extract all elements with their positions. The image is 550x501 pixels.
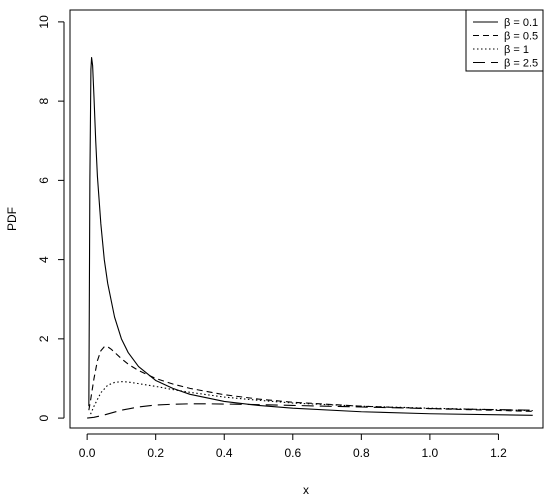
y-axis: 0 2 4 6 8 10	[37, 15, 65, 421]
x-tick-label: 0.0	[79, 446, 96, 460]
y-axis-label: PDF	[5, 207, 19, 231]
x-tick-label: 1.0	[422, 446, 439, 460]
y-tick-label: 6	[37, 177, 51, 184]
y-tick-label: 8	[37, 97, 51, 104]
y-tick-label: 10	[37, 15, 51, 29]
x-tick-label: 0.8	[353, 446, 370, 460]
x-tick-label: 0.6	[284, 446, 301, 460]
legend-label-1: β = 0.1	[504, 17, 538, 29]
x-tick-label: 0.2	[147, 446, 164, 460]
legend-box	[465, 9, 544, 72]
series-layer	[87, 56, 533, 419]
y-tick-label: 0	[37, 414, 51, 421]
series-line-4	[87, 403, 533, 419]
series-line-2	[88, 346, 533, 412]
legend-label-2: β = 0.5	[504, 31, 538, 43]
x-tick-label: 1.2	[490, 446, 507, 460]
y-tick-label: 2	[37, 335, 51, 342]
plot-frame	[69, 9, 544, 429]
legend: β = 0.1 β = 0.5β = 1 β = 2.5	[465, 9, 544, 72]
series-line-1	[88, 56, 533, 416]
x-axis-label: x	[303, 483, 309, 497]
x-axis: 0.0 0.2 0.4 0.6 0.8 1.0 1.2	[79, 433, 507, 460]
x-tick-label: 0.4	[216, 446, 233, 460]
legend-label-4: β = 2.5	[504, 58, 538, 70]
y-tick-label: 4	[37, 256, 51, 263]
legend-label-3: β = 1	[504, 44, 529, 56]
